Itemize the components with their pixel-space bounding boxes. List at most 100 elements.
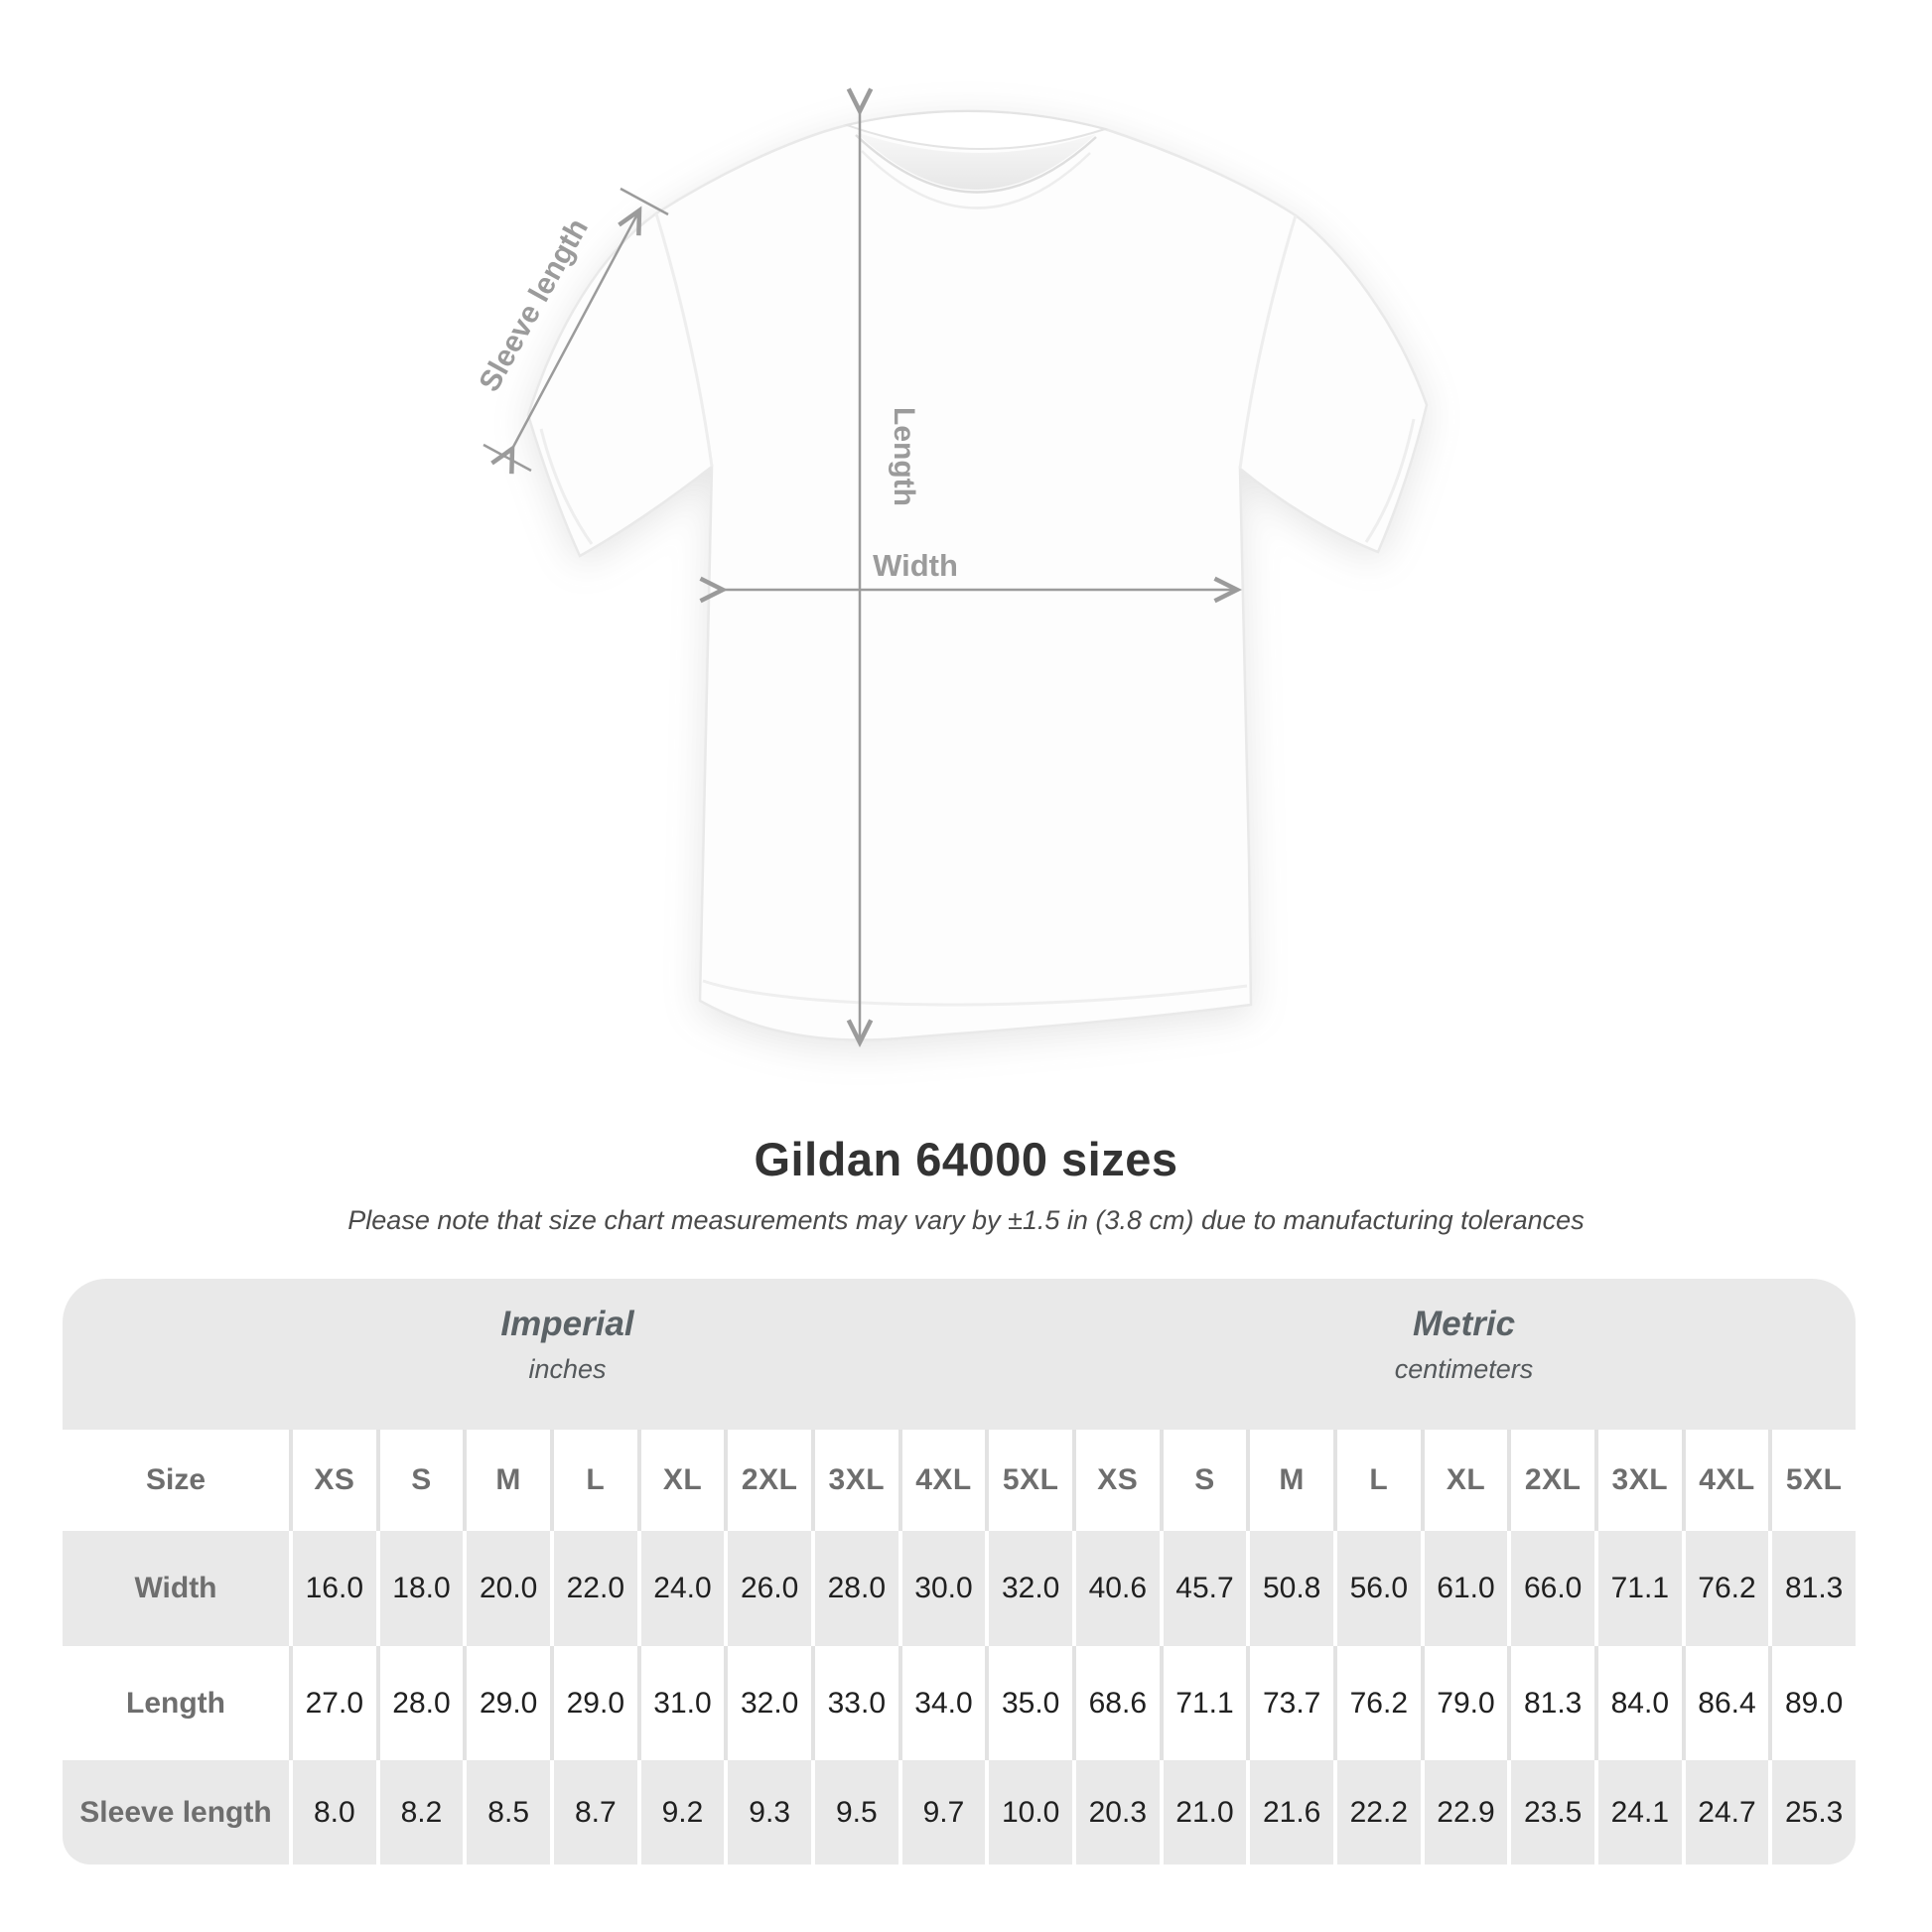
value-cell: 71.1 <box>1159 1646 1247 1760</box>
size-col-header: XS <box>1071 1430 1160 1531</box>
chart-note: Please note that size chart measurements… <box>347 1205 1585 1235</box>
size-col-header: 5XL <box>1768 1430 1856 1531</box>
value-cell: 29.0 <box>463 1646 550 1760</box>
chart-title: Gildan 64000 sizes <box>754 1133 1178 1185</box>
value-cell: 21.0 <box>1159 1760 1247 1864</box>
size-table: Imperial inches Metric centimeters Size X… <box>63 1279 1856 1864</box>
value-cell: 40.6 <box>1071 1531 1160 1646</box>
corner-label: Size <box>145 1463 207 1496</box>
value-cell: 32.0 <box>724 1646 811 1760</box>
value-cell: 81.3 <box>1768 1531 1856 1646</box>
value-cell: 30.0 <box>897 1531 986 1646</box>
size-col-header: 5XL <box>985 1430 1072 1531</box>
value-cell: 79.0 <box>1420 1646 1508 1760</box>
imperial-group-unit: inches <box>528 1354 607 1384</box>
value-cell: 16.0 <box>289 1531 376 1646</box>
value-cell: 8.5 <box>463 1760 550 1864</box>
value-cell: 25.3 <box>1768 1760 1856 1864</box>
shirt-graphic <box>526 109 1429 1041</box>
value-cell: 24.1 <box>1593 1760 1682 1864</box>
value-cell: 24.0 <box>636 1531 725 1646</box>
imperial-group-header: Imperial inches <box>63 1279 1072 1430</box>
table-row: Length 27.0 28.0 29.0 29.0 31.0 32.0 33.0 34.0 35… <box>63 1646 1856 1760</box>
value-cell: 33.0 <box>810 1646 898 1760</box>
value-cell: 50.8 <box>1246 1531 1333 1646</box>
imperial-group-name: Imperial <box>500 1305 634 1343</box>
table-row: Sleeve length 8.0 8.2 8.5 8.7 9.2 9.3 9.5 9.7 10.… <box>63 1760 1856 1864</box>
value-cell: 8.7 <box>549 1760 637 1864</box>
value-cell: 9.3 <box>724 1760 811 1864</box>
size-col-header: 4XL <box>1681 1430 1769 1531</box>
value-cell: 66.0 <box>1507 1531 1594 1646</box>
value-cell: 21.6 <box>1246 1760 1333 1864</box>
size-col-header: S <box>1159 1430 1247 1531</box>
size-col-header: 4XL <box>897 1430 986 1531</box>
unit-header-band: Imperial inches Metric centimeters <box>63 1279 1856 1430</box>
value-cell: 22.2 <box>1332 1760 1421 1864</box>
value-cell: 20.0 <box>463 1531 550 1646</box>
size-col-header: M <box>1246 1430 1333 1531</box>
value-cell: 24.7 <box>1681 1760 1769 1864</box>
metric-group-unit: centimeters <box>1394 1354 1534 1384</box>
value-cell: 32.0 <box>985 1531 1072 1646</box>
value-cell: 20.3 <box>1071 1760 1160 1864</box>
value-cell: 31.0 <box>636 1646 725 1760</box>
width-label: Width <box>873 548 958 583</box>
size-col-header: L <box>1332 1430 1421 1531</box>
value-cell: 68.6 <box>1071 1646 1160 1760</box>
value-cell: 35.0 <box>985 1646 1072 1760</box>
table-row: Width 16.0 18.0 20.0 22.0 24.0 26.0 28.0 30.0 32.… <box>63 1531 1856 1646</box>
length-label: Length <box>888 407 920 506</box>
size-col-header: 2XL <box>1507 1430 1594 1531</box>
size-col-header: 3XL <box>1593 1430 1682 1531</box>
size-col-header: 2XL <box>724 1430 811 1531</box>
value-cell: 76.2 <box>1681 1531 1769 1646</box>
value-cell: 84.0 <box>1593 1646 1682 1760</box>
sleeve-arrow-tick-bottom <box>483 443 532 473</box>
value-cell: 23.5 <box>1507 1760 1594 1864</box>
value-cell: 29.0 <box>549 1646 637 1760</box>
value-cell: 34.0 <box>897 1646 986 1760</box>
size-col-header: XL <box>636 1430 725 1531</box>
size-grid: Size XS S M L XL 2XL 3XL 4XL 5XL XS S M L XL 2XL 3XL 4XL 5… <box>63 1430 1856 1864</box>
value-cell: 28.0 <box>810 1531 898 1646</box>
value-cell: 28.0 <box>375 1646 464 1760</box>
table-row: Size XS S M L XL 2XL 3XL 4XL 5XL XS S M L XL 2XL 3XL 4XL 5… <box>63 1430 1856 1531</box>
value-cell: 56.0 <box>1332 1531 1421 1646</box>
value-cell: 81.3 <box>1507 1646 1594 1760</box>
sleeve-arrow-tick-top <box>620 187 669 216</box>
value-cell: 27.0 <box>289 1646 376 1760</box>
size-col-header: S <box>375 1430 464 1531</box>
size-col-header: XL <box>1420 1430 1508 1531</box>
row-label: Sleeve length <box>79 1795 272 1829</box>
value-cell: 86.4 <box>1681 1646 1769 1760</box>
value-cell: 26.0 <box>724 1531 811 1646</box>
value-cell: 8.0 <box>289 1760 376 1864</box>
value-cell: 9.7 <box>897 1760 986 1864</box>
value-cell: 73.7 <box>1246 1646 1333 1760</box>
row-label: Length <box>126 1686 225 1720</box>
value-cell: 45.7 <box>1159 1531 1247 1646</box>
tshirt-diagram: Sleeve length Length Width <box>473 87 1429 1048</box>
value-cell: 10.0 <box>985 1760 1072 1864</box>
metric-group-header: Metric centimeters <box>1072 1279 1856 1430</box>
value-cell: 9.5 <box>810 1760 898 1864</box>
sleeve-length-arrow <box>490 206 642 475</box>
size-col-header: M <box>463 1430 550 1531</box>
size-col-header: 3XL <box>810 1430 898 1531</box>
value-cell: 71.1 <box>1593 1531 1682 1646</box>
value-cell: 76.2 <box>1332 1646 1421 1760</box>
value-cell: 22.0 <box>549 1531 637 1646</box>
size-col-header: L <box>549 1430 637 1531</box>
size-col-header: XS <box>289 1430 376 1531</box>
value-cell: 18.0 <box>375 1531 464 1646</box>
metric-group-name: Metric <box>1412 1305 1516 1343</box>
value-cell: 89.0 <box>1768 1646 1856 1760</box>
value-cell: 9.2 <box>636 1760 725 1864</box>
shirt-details <box>539 109 1416 1007</box>
value-cell: 8.2 <box>375 1760 464 1864</box>
value-cell: 61.0 <box>1420 1531 1508 1646</box>
row-label: Width <box>134 1572 217 1604</box>
value-cell: 22.9 <box>1420 1760 1508 1864</box>
